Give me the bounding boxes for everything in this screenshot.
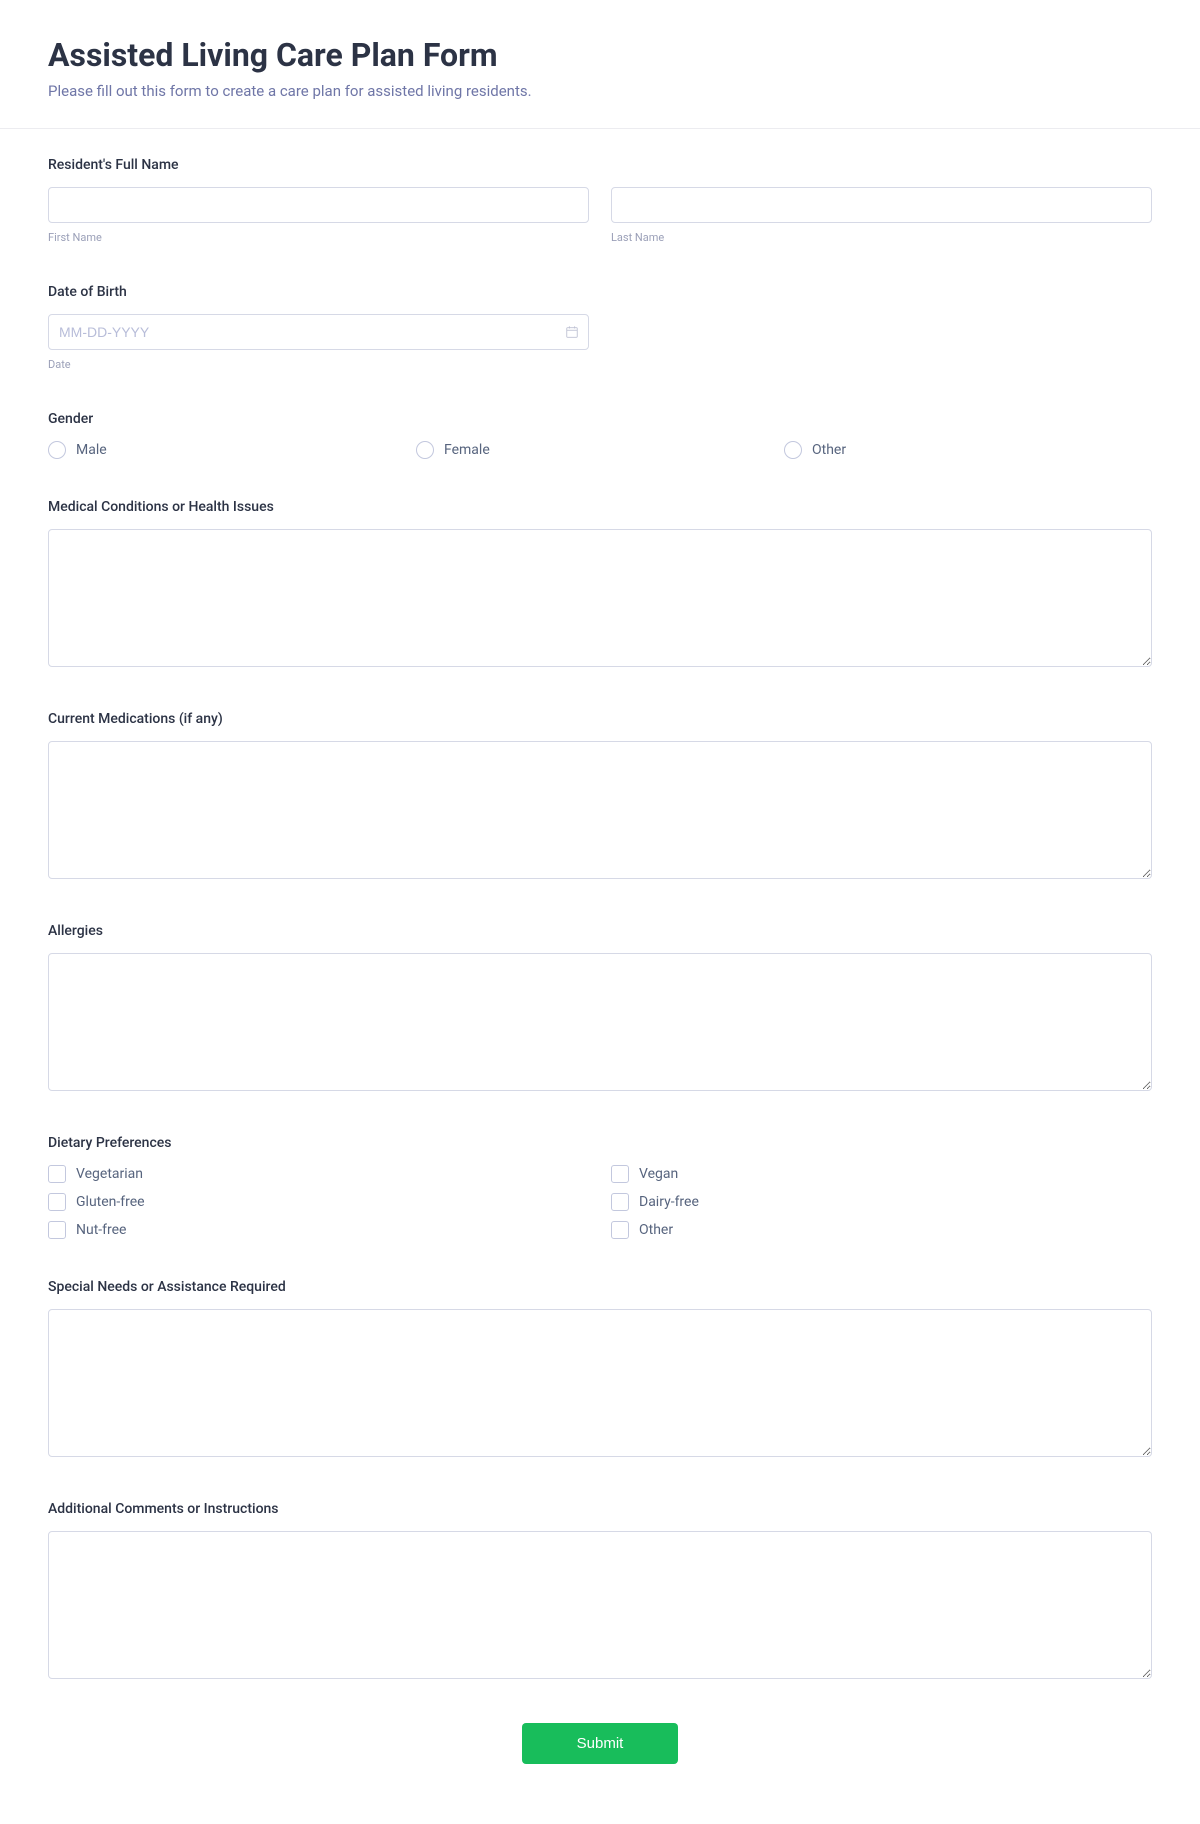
checkbox-dairy-free-label: Dairy-free xyxy=(639,1194,699,1210)
checkbox-nut-free[interactable]: Nut-free xyxy=(48,1221,589,1239)
radio-other-label: Other xyxy=(812,442,846,458)
allergies-textarea[interactable] xyxy=(48,953,1152,1091)
radio-female-label: Female xyxy=(444,442,490,458)
checkbox-box-icon xyxy=(611,1221,629,1239)
form-body: Resident's Full Name First Name Last Nam… xyxy=(0,129,1200,1804)
field-dob: Date of Birth Date xyxy=(48,284,1152,371)
field-name: Resident's Full Name First Name Last Nam… xyxy=(48,157,1152,244)
checkbox-vegan[interactable]: Vegan xyxy=(611,1165,1152,1183)
name-label: Resident's Full Name xyxy=(48,157,1152,173)
gender-label: Gender xyxy=(48,411,1152,427)
radio-female[interactable]: Female xyxy=(416,441,784,459)
checkbox-box-icon xyxy=(611,1193,629,1211)
checkbox-vegan-label: Vegan xyxy=(639,1166,678,1182)
radio-male-label: Male xyxy=(76,442,107,458)
checkbox-box-icon xyxy=(48,1193,66,1211)
field-special: Special Needs or Assistance Required xyxy=(48,1279,1152,1461)
radio-circle-icon xyxy=(48,441,66,459)
medications-textarea[interactable] xyxy=(48,741,1152,879)
medical-label: Medical Conditions or Health Issues xyxy=(48,499,1152,515)
radio-male[interactable]: Male xyxy=(48,441,416,459)
field-dietary: Dietary Preferences Vegetarian Vegan Glu… xyxy=(48,1135,1152,1239)
first-name-sublabel: First Name xyxy=(48,231,589,244)
checkbox-other-label: Other xyxy=(639,1222,673,1238)
special-label: Special Needs or Assistance Required xyxy=(48,1279,1152,1295)
checkbox-vegetarian-label: Vegetarian xyxy=(76,1166,143,1182)
checkbox-box-icon xyxy=(48,1221,66,1239)
radio-circle-icon xyxy=(784,441,802,459)
page-title: Assisted Living Care Plan Form xyxy=(48,36,1152,74)
checkbox-nut-free-label: Nut-free xyxy=(76,1222,126,1238)
checkbox-gluten-free[interactable]: Gluten-free xyxy=(48,1193,589,1211)
field-allergies: Allergies xyxy=(48,923,1152,1095)
field-comments: Additional Comments or Instructions xyxy=(48,1501,1152,1683)
first-name-input[interactable] xyxy=(48,187,589,223)
field-medical: Medical Conditions or Health Issues xyxy=(48,499,1152,671)
field-medications: Current Medications (if any) xyxy=(48,711,1152,883)
checkbox-dairy-free[interactable]: Dairy-free xyxy=(611,1193,1152,1211)
medications-label: Current Medications (if any) xyxy=(48,711,1152,727)
dob-label: Date of Birth xyxy=(48,284,1152,300)
checkbox-vegetarian[interactable]: Vegetarian xyxy=(48,1165,589,1183)
radio-other[interactable]: Other xyxy=(784,441,1152,459)
dob-sublabel: Date xyxy=(48,358,589,371)
radio-circle-icon xyxy=(416,441,434,459)
allergies-label: Allergies xyxy=(48,923,1152,939)
field-gender: Gender Male Female Other xyxy=(48,411,1152,459)
dietary-label: Dietary Preferences xyxy=(48,1135,1152,1151)
submit-row: Submit xyxy=(48,1723,1152,1764)
comments-textarea[interactable] xyxy=(48,1531,1152,1679)
comments-label: Additional Comments or Instructions xyxy=(48,1501,1152,1517)
checkbox-box-icon xyxy=(611,1165,629,1183)
checkbox-other[interactable]: Other xyxy=(611,1221,1152,1239)
form-header: Assisted Living Care Plan Form Please fi… xyxy=(0,0,1200,129)
medical-textarea[interactable] xyxy=(48,529,1152,667)
dob-input[interactable] xyxy=(48,314,589,350)
page-subtitle: Please fill out this form to create a ca… xyxy=(48,82,1152,100)
last-name-sublabel: Last Name xyxy=(611,231,1152,244)
checkbox-gluten-free-label: Gluten-free xyxy=(76,1194,145,1210)
submit-button[interactable]: Submit xyxy=(522,1723,678,1764)
checkbox-box-icon xyxy=(48,1165,66,1183)
last-name-input[interactable] xyxy=(611,187,1152,223)
special-textarea[interactable] xyxy=(48,1309,1152,1457)
